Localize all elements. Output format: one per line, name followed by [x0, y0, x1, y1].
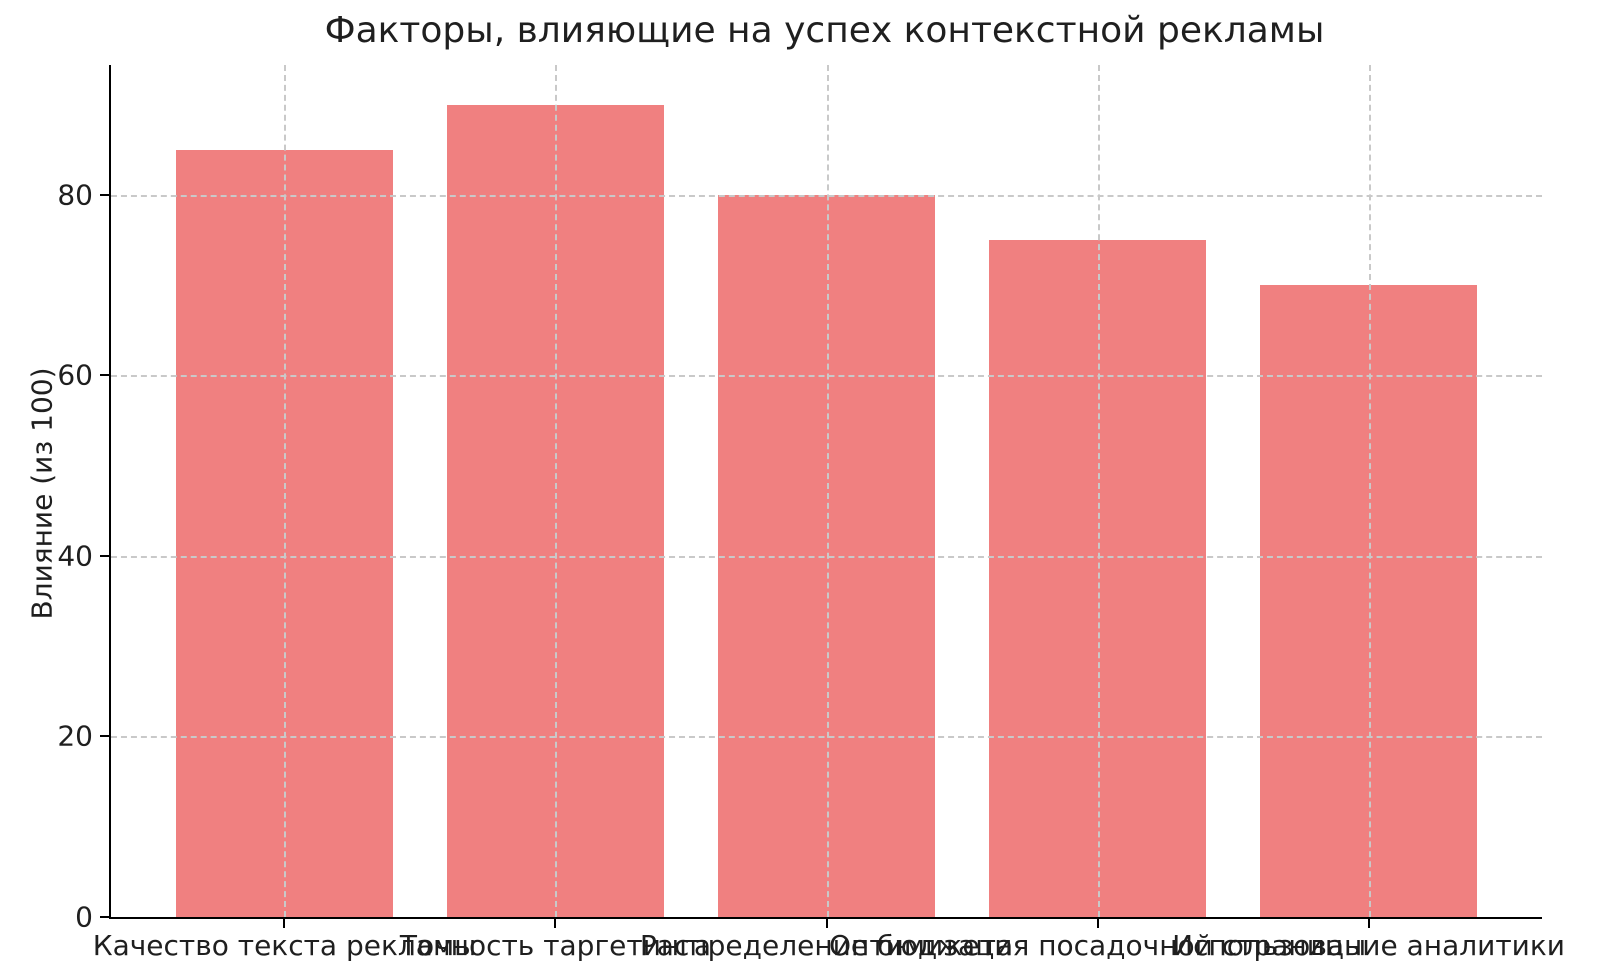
- chart-title: Факторы, влияющие на успех контекстной р…: [324, 10, 1325, 51]
- y-tick-mark-0: [100, 916, 109, 918]
- x-tick-label-2: Распределение бюджета: [639, 929, 1014, 962]
- y-tick-mark-40: [100, 554, 109, 557]
- x-tick-mark-0: [283, 919, 286, 928]
- y-tick-label-20: 20: [57, 719, 93, 753]
- x-tick-mark-2: [825, 919, 828, 928]
- bar-0: [176, 149, 393, 917]
- x-tick-label-1: Точность таргетинга: [399, 929, 712, 962]
- y-tick-label-60: 60: [57, 358, 93, 392]
- x-tick-mark-1: [554, 919, 557, 928]
- y-tick-mark-60: [100, 374, 109, 377]
- x-tick-mark-3: [1096, 919, 1099, 928]
- y-tick-label-0: 0: [75, 900, 93, 934]
- x-tick-label-3: Оптимизация посадочной страницы: [828, 929, 1367, 962]
- x-tick-mark-4: [1367, 919, 1370, 928]
- y-tick-mark-20: [100, 735, 109, 738]
- y-tick-label-40: 40: [57, 539, 93, 573]
- v-gridline-3: [1097, 65, 1100, 917]
- plot-area: 0 20 40 60 80 Качество текста рекламы Точность…: [57, 65, 1565, 962]
- x-tick-label-0: Качество текста рекламы: [92, 929, 477, 962]
- y-axis-label: Влияние (из 100): [25, 367, 59, 620]
- v-gridline-2: [826, 65, 829, 917]
- y-tick-mark-80: [100, 193, 109, 196]
- v-gridline-4: [1368, 65, 1371, 917]
- x-tick-label-4: Использование аналитики: [1172, 929, 1565, 962]
- v-gridline-0: [284, 65, 287, 917]
- v-gridline-1: [555, 65, 558, 917]
- y-tick-label-80: 80: [57, 178, 93, 212]
